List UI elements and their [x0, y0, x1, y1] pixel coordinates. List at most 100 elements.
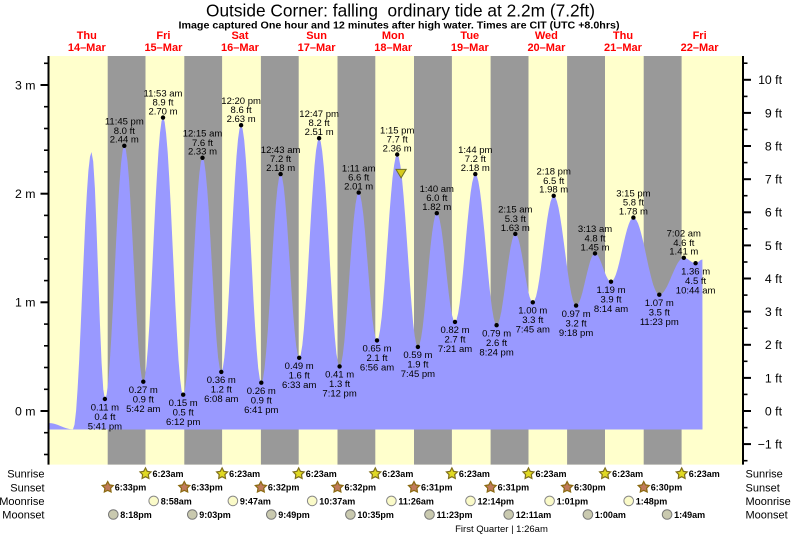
svg-text:5.8 ft: 5.8 ft: [623, 198, 644, 209]
svg-text:2 m: 2 m: [15, 187, 36, 201]
svg-text:3:15 pm: 3:15 pm: [616, 188, 650, 199]
svg-text:1:00am: 1:00am: [595, 510, 626, 520]
svg-text:0 ft: 0 ft: [765, 404, 783, 418]
svg-text:0.97 m: 0.97 m: [562, 309, 591, 320]
svg-text:10:35pm: 10:35pm: [357, 510, 394, 520]
svg-text:1:40 am: 1:40 am: [420, 184, 454, 195]
svg-text:6:30pm: 6:30pm: [574, 483, 606, 493]
svg-text:8:14 am: 8:14 am: [594, 304, 628, 315]
svg-text:7.2 ft: 7.2 ft: [465, 154, 486, 165]
svg-text:2:18 pm: 2:18 pm: [537, 167, 571, 178]
svg-text:First Quarter | 1:26am: First Quarter | 1:26am: [455, 524, 548, 535]
svg-text:1 m: 1 m: [15, 296, 36, 310]
svg-text:6.0 ft: 6.0 ft: [426, 193, 447, 204]
svg-text:16–Mar: 16–Mar: [221, 42, 260, 54]
svg-text:6.5 ft: 6.5 ft: [543, 176, 564, 187]
svg-text:5:42 am: 5:42 am: [126, 404, 160, 415]
svg-text:1.78 m: 1.78 m: [619, 207, 648, 218]
svg-text:Moonrise: Moonrise: [0, 496, 45, 508]
svg-text:1.82 m: 1.82 m: [422, 202, 451, 213]
svg-text:0.4 ft: 0.4 ft: [94, 412, 115, 423]
svg-text:12:43 am: 12:43 am: [261, 145, 301, 156]
svg-text:6:56 am: 6:56 am: [360, 363, 394, 374]
svg-text:11:45 pm: 11:45 pm: [105, 117, 144, 128]
svg-text:6:23am: 6:23am: [229, 469, 260, 479]
svg-text:3.3 ft: 3.3 ft: [522, 315, 543, 326]
svg-text:1:48pm: 1:48pm: [636, 496, 668, 506]
svg-text:6:23am: 6:23am: [153, 469, 184, 479]
svg-text:Moonset: Moonset: [746, 510, 788, 522]
svg-text:1.63 m: 1.63 m: [501, 223, 530, 234]
svg-text:1.3 ft: 1.3 ft: [329, 379, 350, 390]
svg-text:6:33pm: 6:33pm: [115, 483, 147, 493]
svg-text:17–Mar: 17–Mar: [298, 42, 337, 54]
svg-text:7 ft: 7 ft: [765, 173, 783, 187]
svg-text:2.70 m: 2.70 m: [148, 107, 177, 118]
svg-text:2.33 m: 2.33 m: [188, 147, 217, 158]
svg-text:6:23am: 6:23am: [306, 469, 337, 479]
svg-text:6 ft: 6 ft: [765, 206, 783, 220]
svg-text:Thu: Thu: [613, 30, 633, 42]
svg-text:Thu: Thu: [77, 30, 97, 42]
svg-text:7:45 pm: 7:45 pm: [401, 369, 435, 380]
svg-text:4.6 ft: 4.6 ft: [673, 238, 694, 249]
svg-text:0.9 ft: 0.9 ft: [133, 395, 154, 406]
svg-text:11:53 am: 11:53 am: [144, 88, 183, 99]
svg-text:8.2 ft: 8.2 ft: [309, 118, 330, 129]
svg-text:18–Mar: 18–Mar: [374, 42, 413, 54]
svg-text:2 ft: 2 ft: [765, 338, 783, 352]
svg-text:2.63 m: 2.63 m: [227, 114, 256, 125]
svg-text:0.11 m: 0.11 m: [91, 402, 119, 413]
svg-text:1.19 m: 1.19 m: [596, 285, 625, 296]
svg-text:22–Mar: 22–Mar: [681, 42, 720, 54]
svg-text:9:49pm: 9:49pm: [278, 510, 310, 520]
svg-text:Sun: Sun: [306, 30, 327, 42]
svg-text:1:44 pm: 1:44 pm: [458, 145, 492, 156]
svg-text:4.8 ft: 4.8 ft: [584, 233, 605, 244]
svg-text:0.41 m: 0.41 m: [325, 370, 354, 381]
svg-text:0.49 m: 0.49 m: [285, 361, 314, 372]
svg-text:7.2 ft: 7.2 ft: [270, 154, 291, 165]
svg-text:2.36 m: 2.36 m: [383, 143, 412, 154]
svg-text:Sunset: Sunset: [746, 482, 780, 494]
svg-text:9:03pm: 9:03pm: [199, 510, 231, 520]
svg-text:1.00 m: 1.00 m: [518, 306, 547, 317]
svg-text:7.6 ft: 7.6 ft: [192, 138, 213, 149]
svg-text:1:49am: 1:49am: [674, 510, 705, 520]
svg-text:0.36 m: 0.36 m: [207, 375, 236, 386]
svg-text:Outside Corner: falling ordin: Outside Corner: falling ordinary tide at…: [206, 1, 595, 21]
svg-text:12:20 pm: 12:20 pm: [221, 96, 261, 107]
svg-text:3 m: 3 m: [15, 78, 36, 92]
svg-text:14–Mar: 14–Mar: [68, 42, 107, 54]
svg-text:20–Mar: 20–Mar: [527, 42, 566, 54]
svg-text:8:58am: 8:58am: [161, 496, 192, 506]
svg-text:0.27 m: 0.27 m: [129, 385, 158, 396]
svg-text:Image captured One hour and 12: Image captured One hour and 12 minutes a…: [179, 20, 620, 31]
svg-text:Sunrise: Sunrise: [746, 469, 783, 481]
svg-text:12:11am: 12:11am: [516, 510, 552, 520]
svg-text:Mon: Mon: [382, 30, 405, 42]
svg-text:1:15 pm: 1:15 pm: [380, 125, 414, 136]
svg-text:0.82 m: 0.82 m: [440, 325, 469, 336]
svg-text:8 ft: 8 ft: [765, 139, 783, 153]
svg-text:6:33pm: 6:33pm: [191, 483, 223, 493]
svg-text:11:23pm: 11:23pm: [437, 510, 473, 520]
svg-text:1.6 ft: 1.6 ft: [289, 371, 310, 382]
svg-text:Wed: Wed: [535, 30, 558, 42]
svg-text:0.59 m: 0.59 m: [403, 350, 432, 361]
svg-text:6:41 pm: 6:41 pm: [244, 405, 278, 416]
svg-text:10 ft: 10 ft: [758, 73, 783, 87]
svg-text:4.5 ft: 4.5 ft: [685, 276, 706, 287]
svg-text:6:23am: 6:23am: [459, 469, 490, 479]
svg-text:−1 ft: −1 ft: [758, 438, 783, 452]
svg-text:7:02 am: 7:02 am: [667, 229, 701, 240]
svg-text:10:44 am: 10:44 am: [676, 286, 716, 297]
svg-text:6:33 am: 6:33 am: [282, 380, 316, 391]
svg-text:7.7 ft: 7.7 ft: [387, 135, 408, 146]
svg-text:1:11 am: 1:11 am: [342, 163, 376, 174]
svg-text:7:45 am: 7:45 am: [516, 325, 550, 336]
svg-text:21–Mar: 21–Mar: [604, 42, 643, 54]
svg-text:0 m: 0 m: [15, 404, 36, 418]
svg-text:9:18 pm: 9:18 pm: [559, 328, 593, 339]
svg-text:1.41 m: 1.41 m: [669, 247, 698, 258]
